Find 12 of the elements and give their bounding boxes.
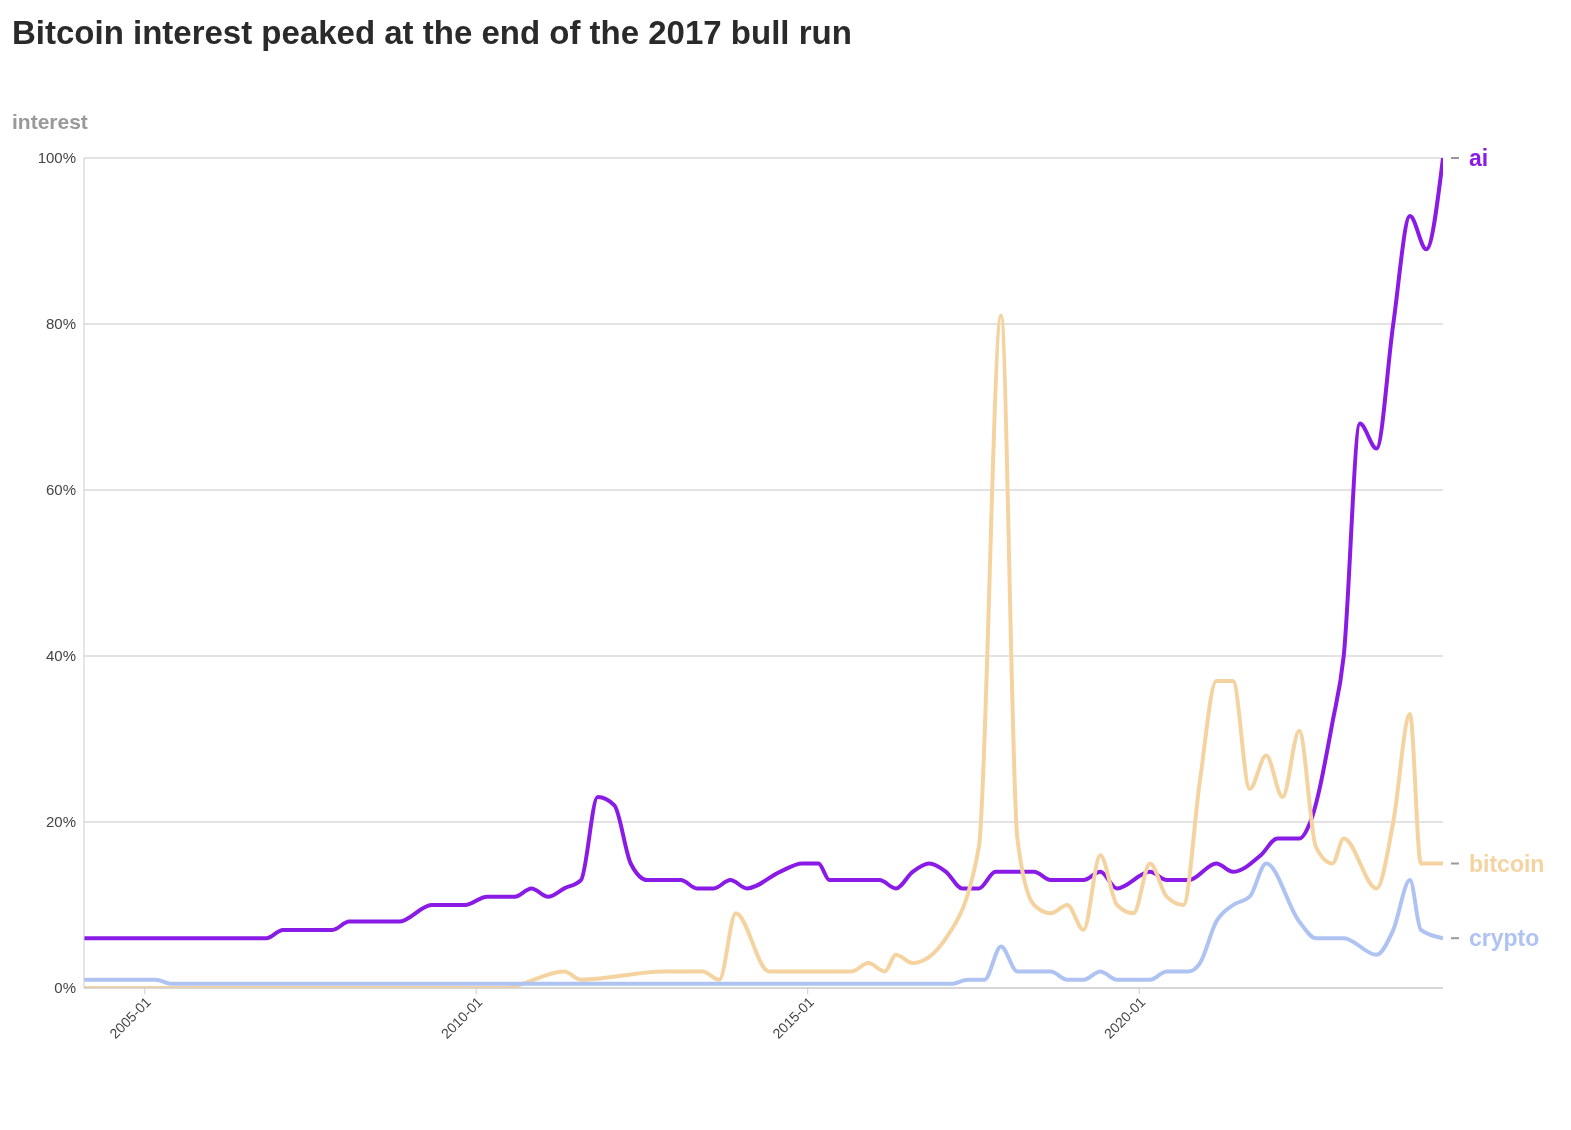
- y-tick-label: 40%: [45, 647, 76, 665]
- y-tick-label: 100%: [37, 149, 76, 167]
- y-tick-label: 80%: [45, 315, 76, 333]
- series-label: ai: [1469, 145, 1489, 171]
- line-series: [84, 158, 1443, 941]
- chart-title: Bitcoin interest peaked at the end of the 2017 bull run: [12, 14, 852, 52]
- y-tick-label: 20%: [45, 813, 76, 831]
- series-label: bitcoin: [1469, 850, 1545, 877]
- series-label: crypto: [1469, 925, 1540, 952]
- y-tick-label: 60%: [45, 481, 76, 499]
- y-axis-title: interest: [12, 110, 88, 134]
- y-tick-label: 0%: [54, 979, 76, 997]
